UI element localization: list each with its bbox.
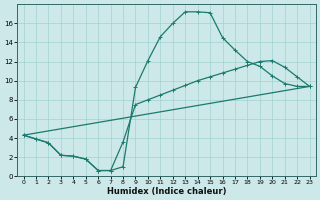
X-axis label: Humidex (Indice chaleur): Humidex (Indice chaleur) — [107, 187, 226, 196]
